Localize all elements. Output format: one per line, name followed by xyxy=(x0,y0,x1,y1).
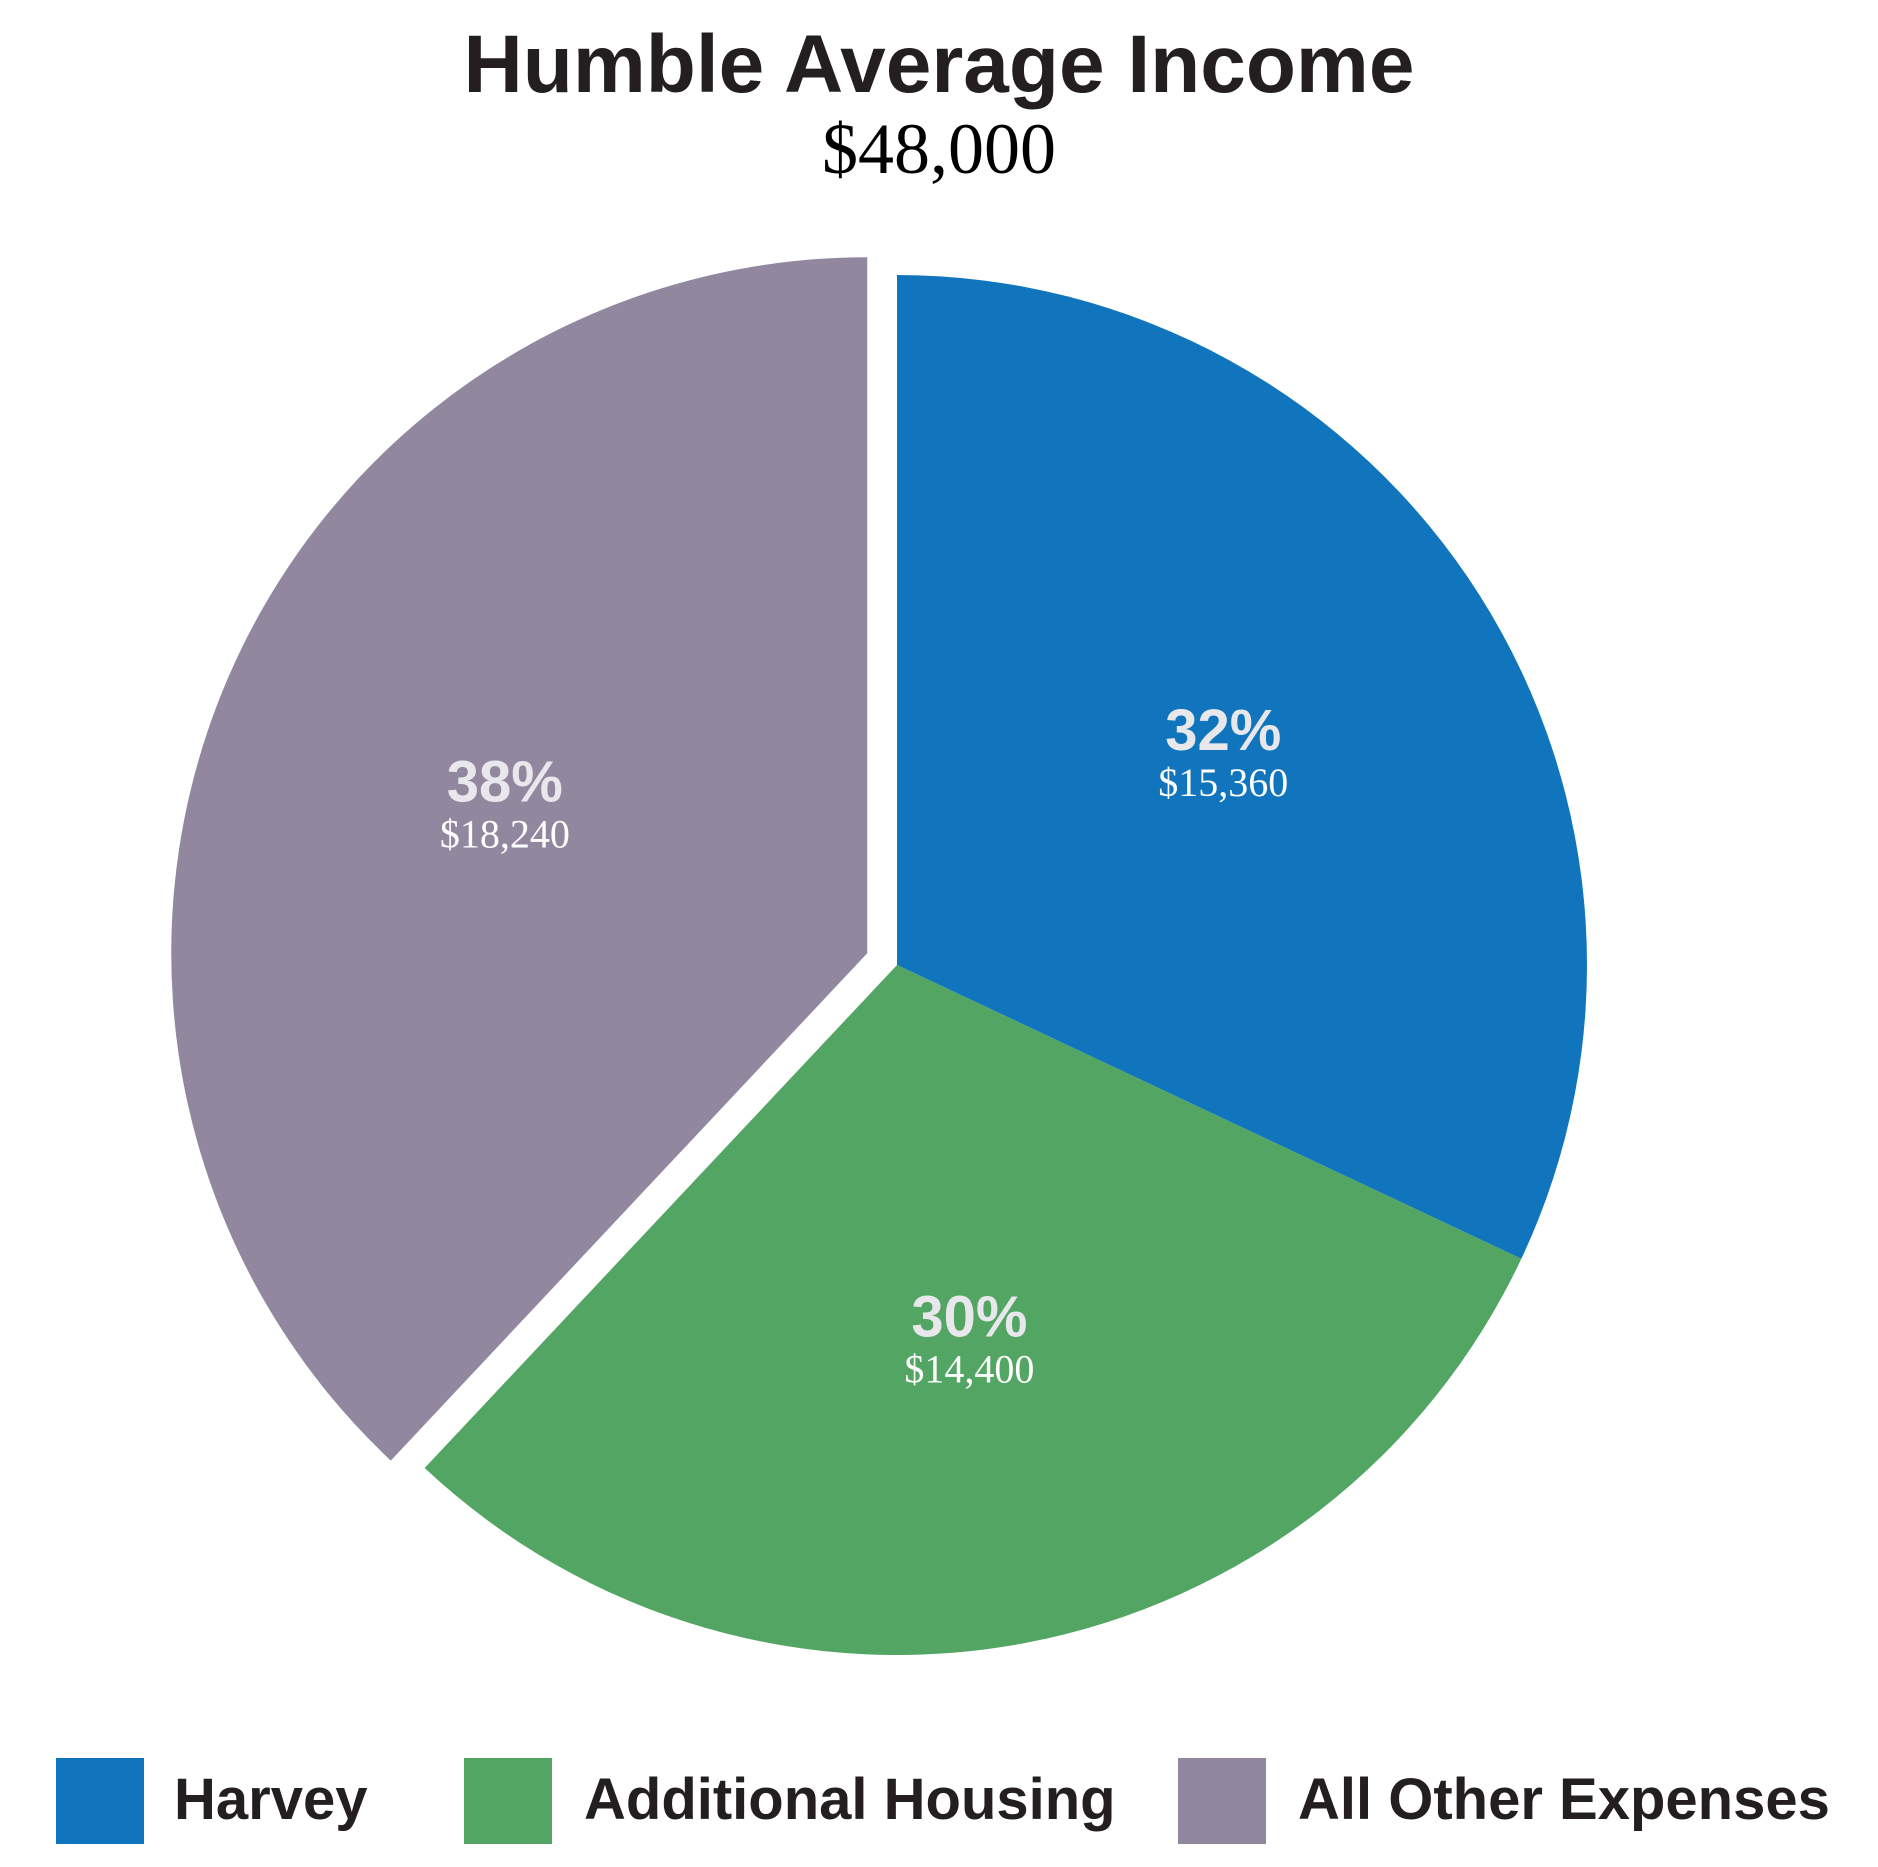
slice-percent-label-additional-housing: 30% xyxy=(911,1285,1027,1350)
legend-label-harvey: Harvey xyxy=(174,1767,368,1832)
legend-swatch-harvey xyxy=(56,1758,144,1844)
chart-title: Humble Average Income xyxy=(463,19,1415,110)
slice-amount-label-harvey: $15,360 xyxy=(1158,760,1288,805)
slice-amount-label-additional-housing: $14,400 xyxy=(904,1347,1034,1392)
pie-slice-harvey xyxy=(897,275,1587,1259)
slice-percent-label-all-other-expenses: 38% xyxy=(447,750,563,815)
legend-label-all-other-expenses: All Other Expenses xyxy=(1298,1767,1830,1832)
pie-slice-additional-housing xyxy=(424,965,1522,1655)
chart-subtitle: $48,000 xyxy=(822,109,1056,189)
legend-swatch-all-other-expenses xyxy=(1178,1758,1266,1844)
legend-swatch-additional-housing xyxy=(464,1758,552,1844)
slice-percent-label-harvey: 32% xyxy=(1165,698,1281,763)
slice-amount-label-all-other-expenses: $18,240 xyxy=(440,812,570,857)
pie-slice-all-other-expenses xyxy=(171,257,868,1461)
pie-chart: 32%$15,360 30%$14,400 38%$18,240 xyxy=(171,257,1587,1655)
legend-label-additional-housing: Additional Housing xyxy=(584,1767,1116,1832)
legend: Harvey Additional Housing All Other Expe… xyxy=(0,1758,1878,1848)
